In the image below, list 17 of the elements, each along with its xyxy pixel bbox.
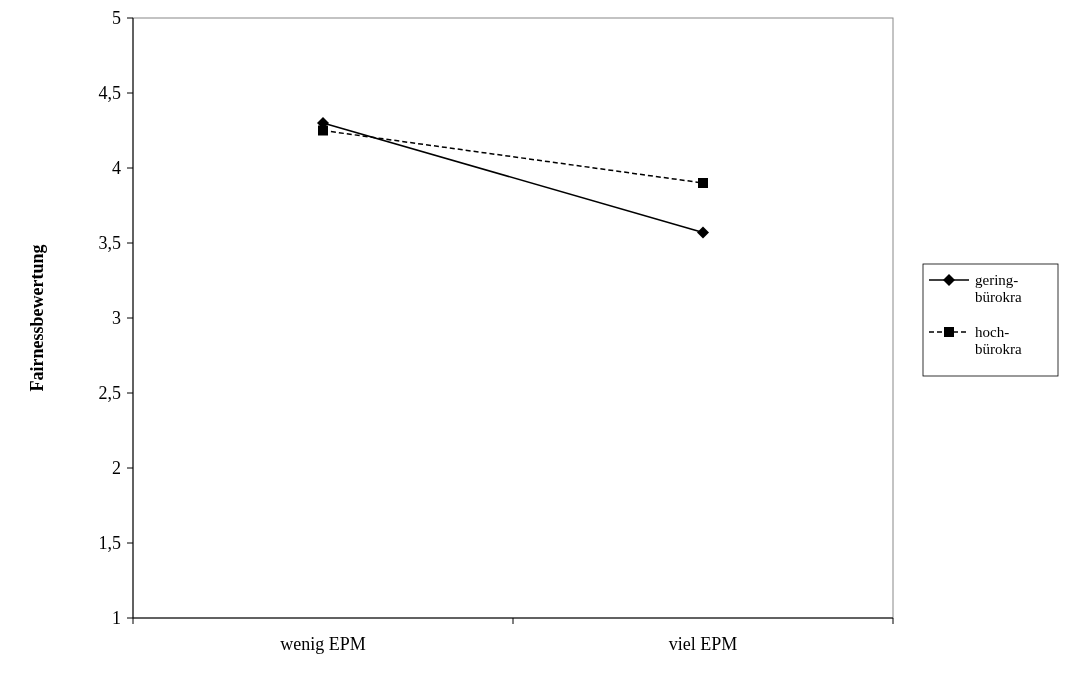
y-tick-label: 2 [112, 458, 121, 479]
x-tick-label: viel EPM [668, 634, 738, 654]
legend-label: gering-bürokra [975, 272, 1022, 305]
y-tick-label: 3,5 [98, 233, 121, 254]
y-tick-label: 1,5 [98, 533, 121, 554]
y-tick-label: 4,5 [98, 83, 121, 104]
y-axis-title: Fairnessbewertung [27, 244, 47, 392]
y-tick-label: 1 [112, 608, 121, 629]
point [697, 226, 709, 239]
x-tick-label: wenig EPM [280, 634, 366, 654]
point [698, 178, 708, 188]
y-tick-label: 5 [112, 8, 121, 29]
point [318, 125, 328, 136]
legend-label: hoch-bürokra [975, 324, 1022, 357]
y-tick-label: 3 [112, 308, 121, 329]
y-tick-label: 2,5 [98, 383, 121, 404]
y-tick-label: 4 [112, 158, 121, 179]
